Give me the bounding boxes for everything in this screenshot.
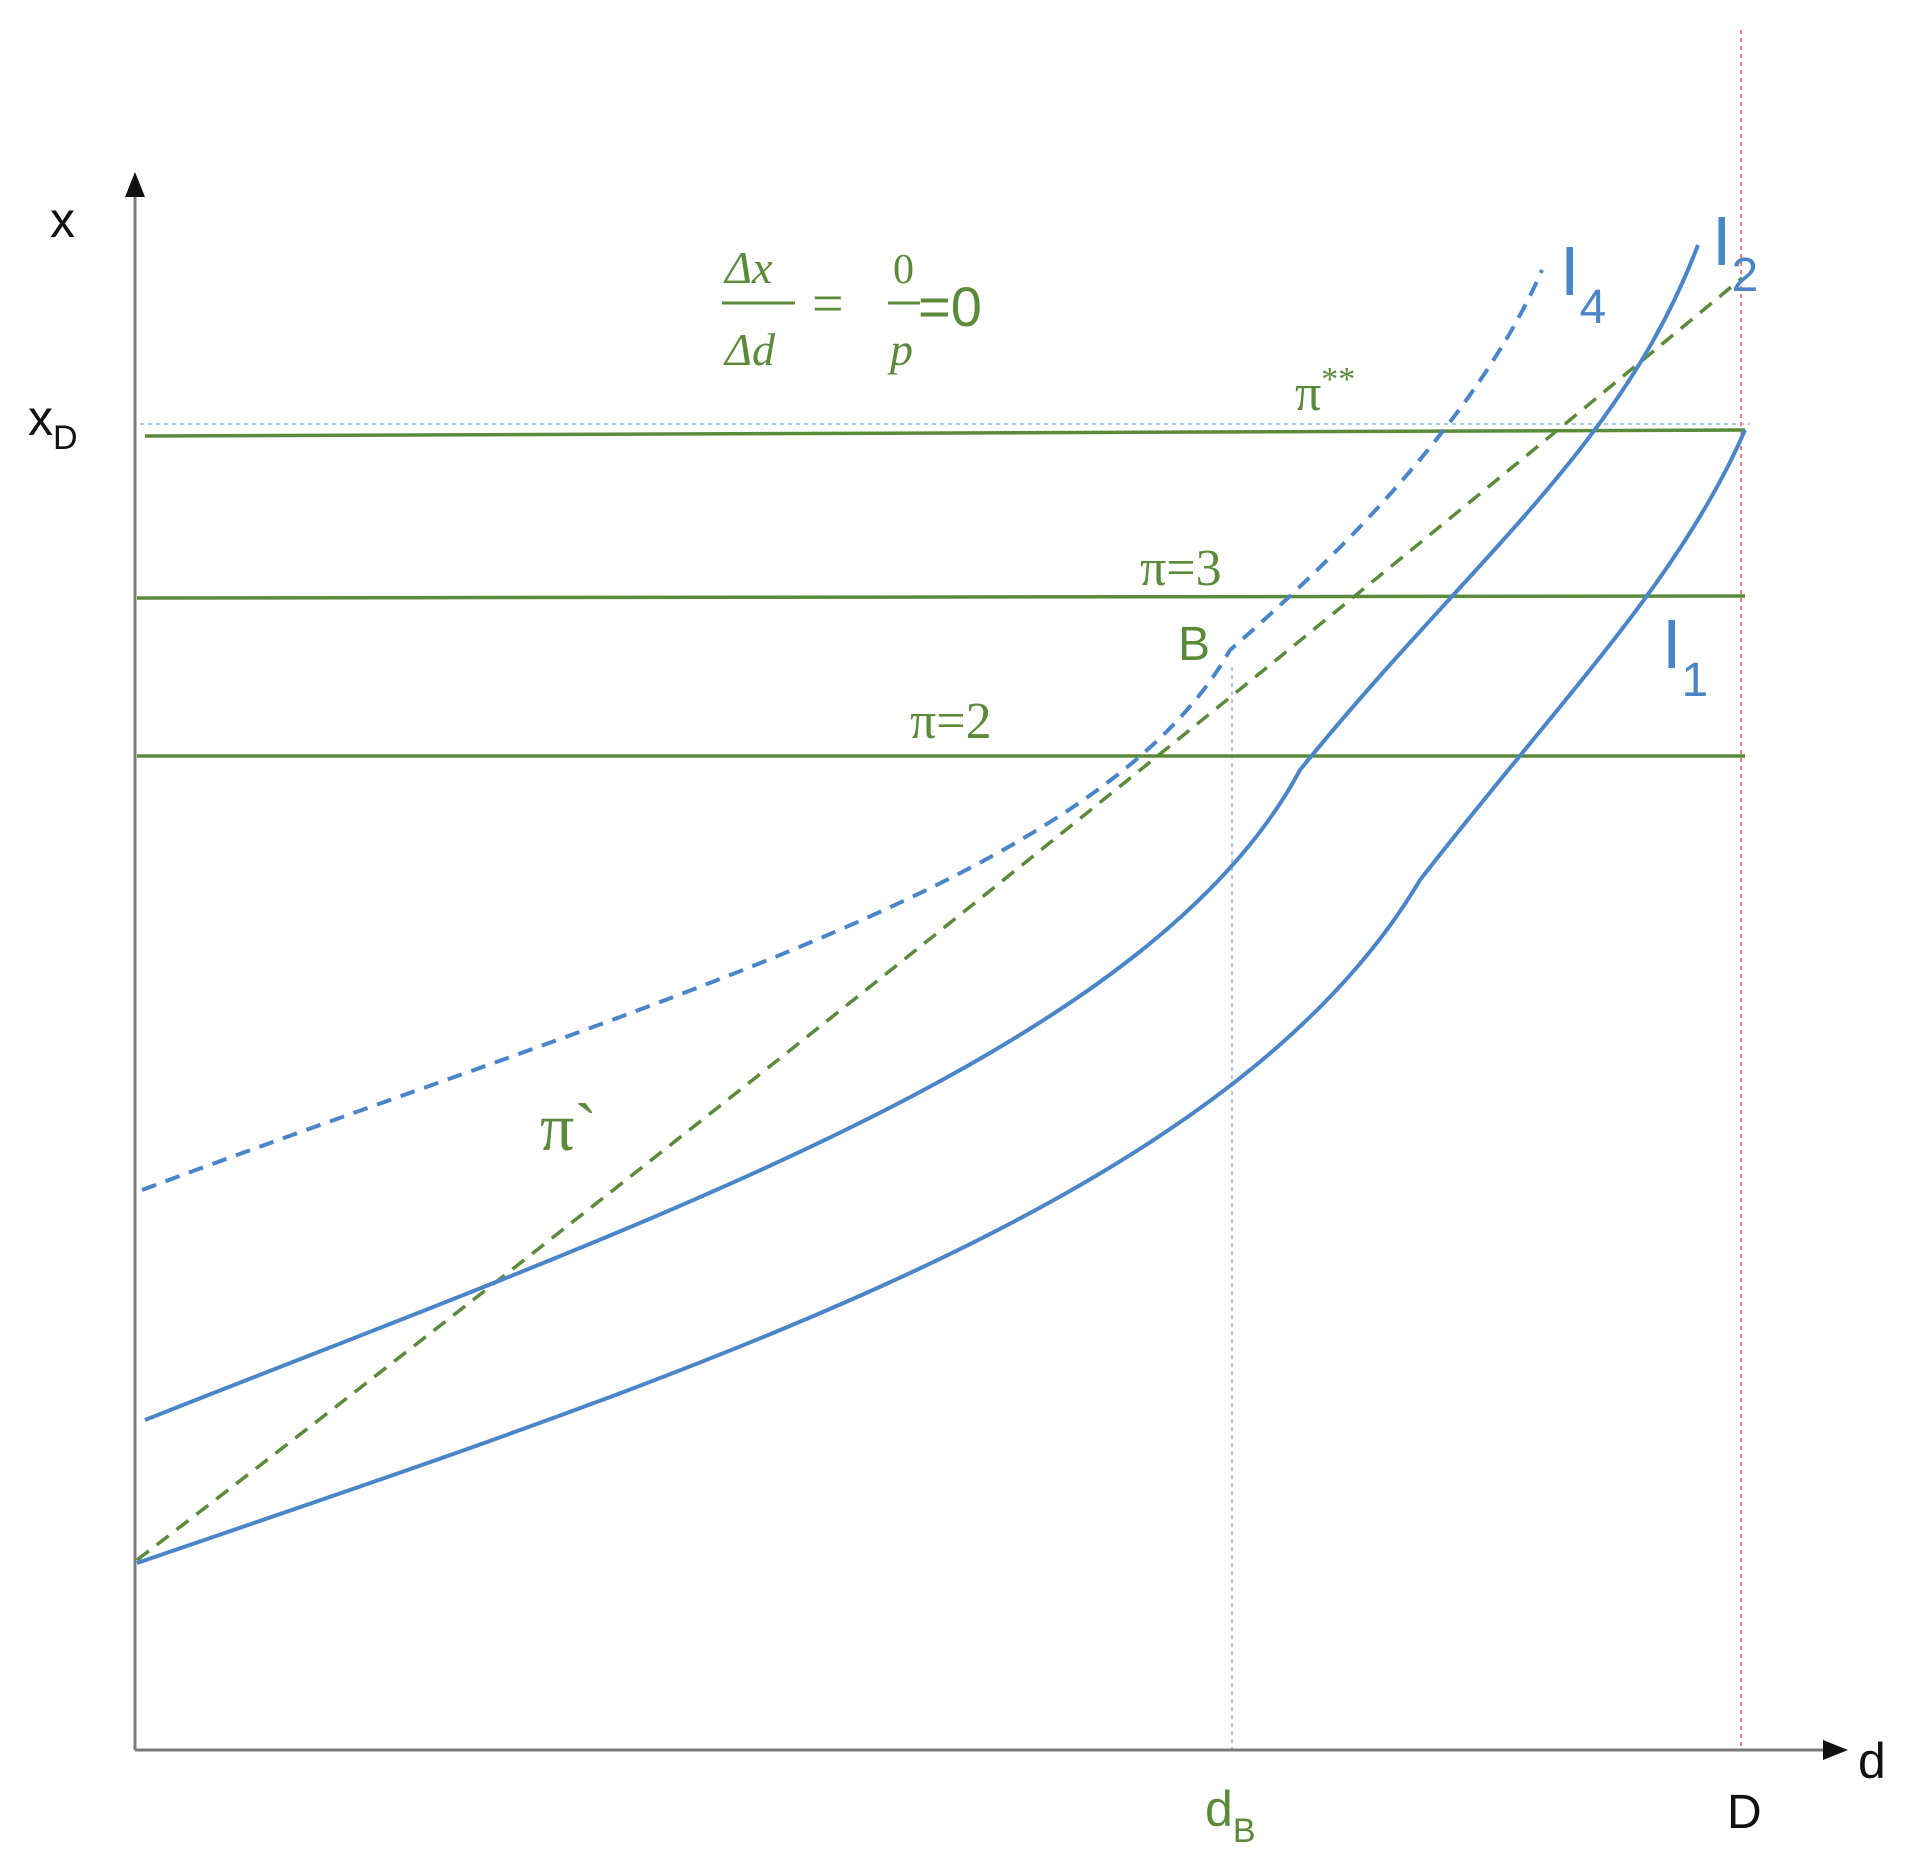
eq-rhs-den: p [887, 324, 913, 375]
dB-tick-label: dB [1205, 1781, 1256, 1850]
dB-main: d [1205, 1781, 1233, 1837]
eq-equals: = [812, 273, 844, 335]
y-axis-label: x [50, 192, 75, 248]
x-axis-label: d [1858, 1733, 1886, 1789]
pi2-label: π=2 [910, 693, 992, 750]
pi-star-star-line [144, 428, 1746, 438]
I2-main: I [1712, 202, 1731, 280]
xD-main: x [28, 390, 53, 446]
I2-label: I2 [1712, 202, 1758, 302]
I2-sub: 2 [1731, 249, 1758, 302]
x-axis-arrow-icon [1823, 1740, 1848, 1760]
eq-result: =0 [918, 275, 982, 338]
pi-star-star-sup: ** [1321, 361, 1355, 398]
I1-main: I [1662, 605, 1681, 683]
pi3-label: π=3 [1140, 540, 1222, 597]
I4-sub: 4 [1579, 281, 1606, 334]
I4-main: I [1560, 232, 1579, 310]
I4-label: I4 [1560, 232, 1606, 334]
dB-sub: B [1233, 1812, 1256, 1850]
I4-curve [141, 269, 1544, 1192]
pi-prime-line [135, 276, 1744, 1562]
pi3-line [136, 594, 1746, 600]
y-axis-arrow-icon [125, 172, 145, 197]
I2-curve [144, 244, 1700, 1422]
eq-lhs-den: Δd [723, 324, 776, 375]
pi-star-star-main: π [1295, 365, 1321, 422]
I1-label: I1 [1662, 605, 1708, 707]
pi-star-star-label: π** [1295, 361, 1355, 422]
equation: Δx Δd = 0 p =0 [722, 242, 982, 375]
pi-prime-label: π` [540, 1089, 597, 1165]
D-tick-label: D [1727, 1786, 1762, 1839]
I1-sub: 1 [1681, 654, 1708, 707]
xD-tick-label: xD [28, 390, 78, 457]
eq-rhs-num: 0 [893, 247, 914, 293]
eq-lhs-num: Δx [723, 242, 773, 293]
xD-sub: D [53, 419, 78, 457]
I1-curve [136, 429, 1747, 1565]
point-B-label: B [1178, 618, 1210, 671]
